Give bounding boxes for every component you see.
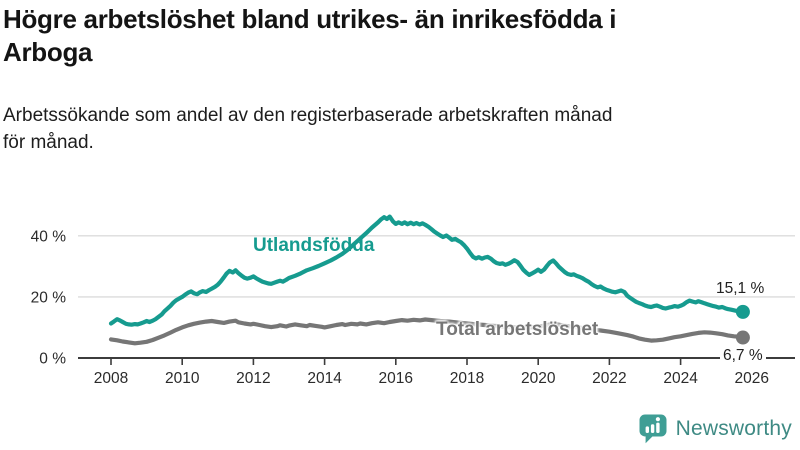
x-tick-label: 2024 (663, 370, 698, 387)
x-tick-label: 2026 (735, 370, 769, 387)
x-tick-label: 2020 (521, 370, 556, 387)
x-tick-label: 2018 (450, 370, 484, 387)
page-title: Högre arbetslöshet bland utrikes- än inr… (3, 3, 795, 69)
line-chart-plot: 0 % 20 % 40 % 2008 2010 2012 2014 2016 2018 2020 2… (31, 214, 795, 387)
series-label-total-arbetsloshet: Total arbetslöshet (436, 319, 599, 340)
series-line-1 (108, 317, 746, 346)
series-line-0 (108, 214, 746, 327)
x-tick-label: 2010 (165, 370, 200, 387)
page-title-line-1: Högre arbetslöshet bland utrikes- än inr… (3, 4, 617, 34)
page-title-line-2: Arboga (3, 37, 93, 67)
series-end-dot-1 (735, 330, 750, 345)
series-label-utlandsfodda: Utlandsfödda (253, 235, 375, 256)
end-value-label-utlandsfodda: 15,1 % (716, 280, 765, 297)
end-value-label-total: 6,7 % (720, 347, 766, 365)
x-tick-label: 2016 (379, 370, 413, 387)
chart-subtitle: Arbetssökande som andel av den registerb… (3, 102, 783, 156)
x-tick-label: 2012 (236, 370, 270, 387)
newsworthy-logo-text: Newsworthy (675, 416, 792, 440)
x-tick-label: 2014 (307, 370, 342, 387)
chart-subtitle-line-2: för månad. (3, 132, 94, 153)
x-tick-label: 2008 (94, 370, 128, 387)
chart-subtitle-line-1: Arbetssökande som andel av den registerb… (3, 105, 613, 126)
y-tick-label: 40 % (31, 228, 67, 245)
y-tick-label: 0 % (39, 351, 66, 368)
newsworthy-logo: Newsworthy (638, 413, 792, 444)
newsworthy-bar-chart-bubble-icon (639, 414, 667, 444)
series-end-dot-0 (735, 304, 750, 319)
x-tick-label: 2022 (592, 370, 626, 387)
y-tick-label: 20 % (31, 289, 67, 306)
